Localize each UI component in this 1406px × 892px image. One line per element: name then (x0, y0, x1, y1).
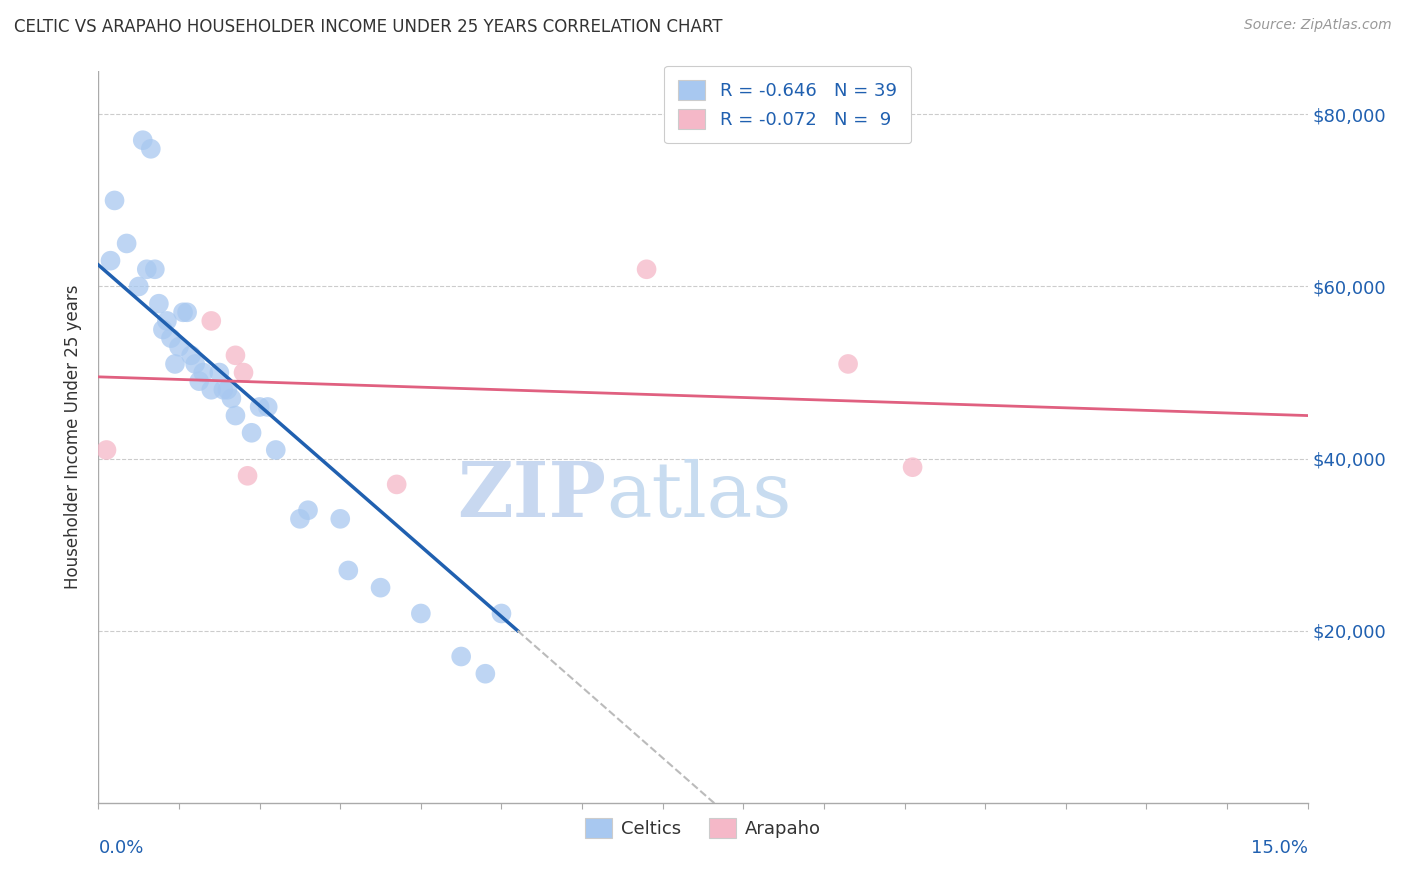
Point (474, 666, 496, 681)
Point (143, 262, 166, 277)
Text: ZIP: ZIP (457, 458, 606, 533)
Point (337, 564, 360, 578)
Point (200, 383, 222, 397)
Point (837, 357, 859, 371)
Point (200, 314, 222, 328)
Point (167, 340, 190, 354)
Point (132, 133, 155, 147)
Point (176, 305, 198, 319)
Point (180, 348, 202, 362)
Legend: Celtics, Arapaho: Celtics, Arapaho (578, 811, 828, 845)
Point (901, 460, 924, 475)
Text: CELTIC VS ARAPAHO HOUSEHOLDER INCOME UNDER 25 YEARS CORRELATION CHART: CELTIC VS ARAPAHO HOUSEHOLDER INCOME UND… (14, 18, 723, 36)
Point (139, 142, 162, 156)
Point (264, 442, 287, 457)
Text: atlas: atlas (606, 458, 792, 533)
Point (232, 366, 254, 380)
Point (103, 194, 125, 208)
Y-axis label: Householder Income Under 25 years: Householder Income Under 25 years (65, 285, 83, 590)
Point (135, 262, 157, 277)
Point (96, 442, 118, 457)
Point (256, 400, 278, 414)
Point (188, 374, 211, 388)
Point (491, 607, 513, 621)
Point (128, 279, 150, 293)
Point (156, 314, 179, 328)
Point (193, 366, 215, 380)
Text: 15.0%: 15.0% (1250, 839, 1308, 857)
Point (221, 392, 243, 406)
Point (217, 383, 239, 397)
Point (240, 425, 263, 440)
Point (636, 262, 658, 277)
Point (184, 357, 207, 371)
Point (224, 409, 246, 423)
Point (152, 322, 174, 336)
Point (297, 503, 319, 517)
Point (236, 468, 259, 483)
Point (208, 366, 231, 380)
Point (329, 512, 352, 526)
Point (160, 331, 183, 345)
Point (163, 357, 186, 371)
Text: 0.0%: 0.0% (98, 839, 143, 857)
Point (288, 512, 311, 526)
Point (115, 236, 138, 251)
Point (172, 305, 194, 319)
Point (370, 581, 392, 595)
Text: Source: ZipAtlas.com: Source: ZipAtlas.com (1244, 18, 1392, 32)
Point (224, 348, 246, 362)
Point (249, 400, 271, 414)
Point (409, 607, 432, 621)
Point (212, 383, 235, 397)
Point (100, 253, 122, 268)
Point (385, 477, 408, 491)
Point (450, 649, 472, 664)
Point (148, 296, 170, 310)
